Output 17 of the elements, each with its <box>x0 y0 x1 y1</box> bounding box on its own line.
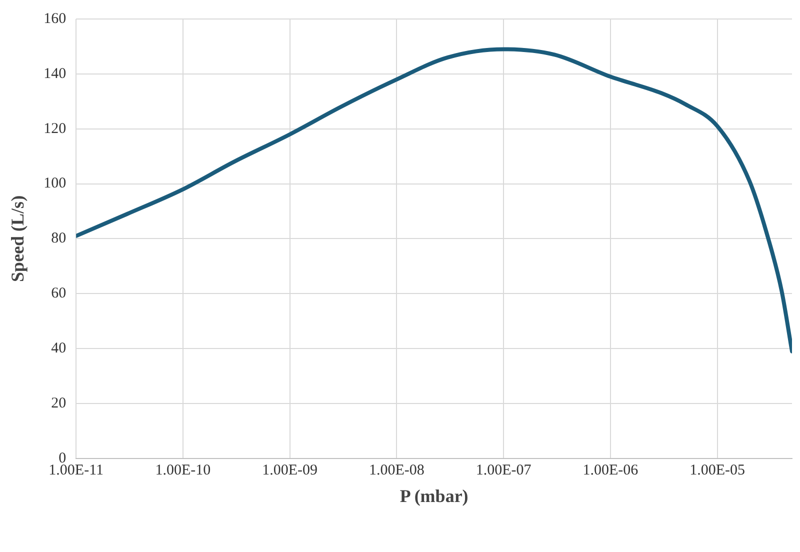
y-axis-title: Speed (L/s) <box>7 195 28 282</box>
y-tick-label: 120 <box>44 120 66 137</box>
x-axis-title: P (mbar) <box>400 486 468 506</box>
x-tick-label: 1.00E-05 <box>690 462 746 478</box>
y-tick-label: 40 <box>51 340 66 356</box>
y-tick-label: 100 <box>44 176 66 192</box>
x-tick-label: 1.00E-06 <box>582 462 639 478</box>
x-tick-label: 1.00E-07 <box>476 462 532 478</box>
x-tick-label: 1.00E-11 <box>48 462 104 478</box>
y-tick-label: 160 <box>44 10 66 27</box>
y-tick-label: 60 <box>51 286 66 302</box>
y-tick-label: 140 <box>44 66 66 82</box>
x-tick-label: 1.00E-10 <box>155 462 211 478</box>
x-tick-label: 1.00E-08 <box>368 462 424 478</box>
x-tick-label: 1.00E-09 <box>262 462 318 478</box>
y-tick-label: 80 <box>51 230 66 247</box>
y-tick-label: 20 <box>51 395 66 412</box>
